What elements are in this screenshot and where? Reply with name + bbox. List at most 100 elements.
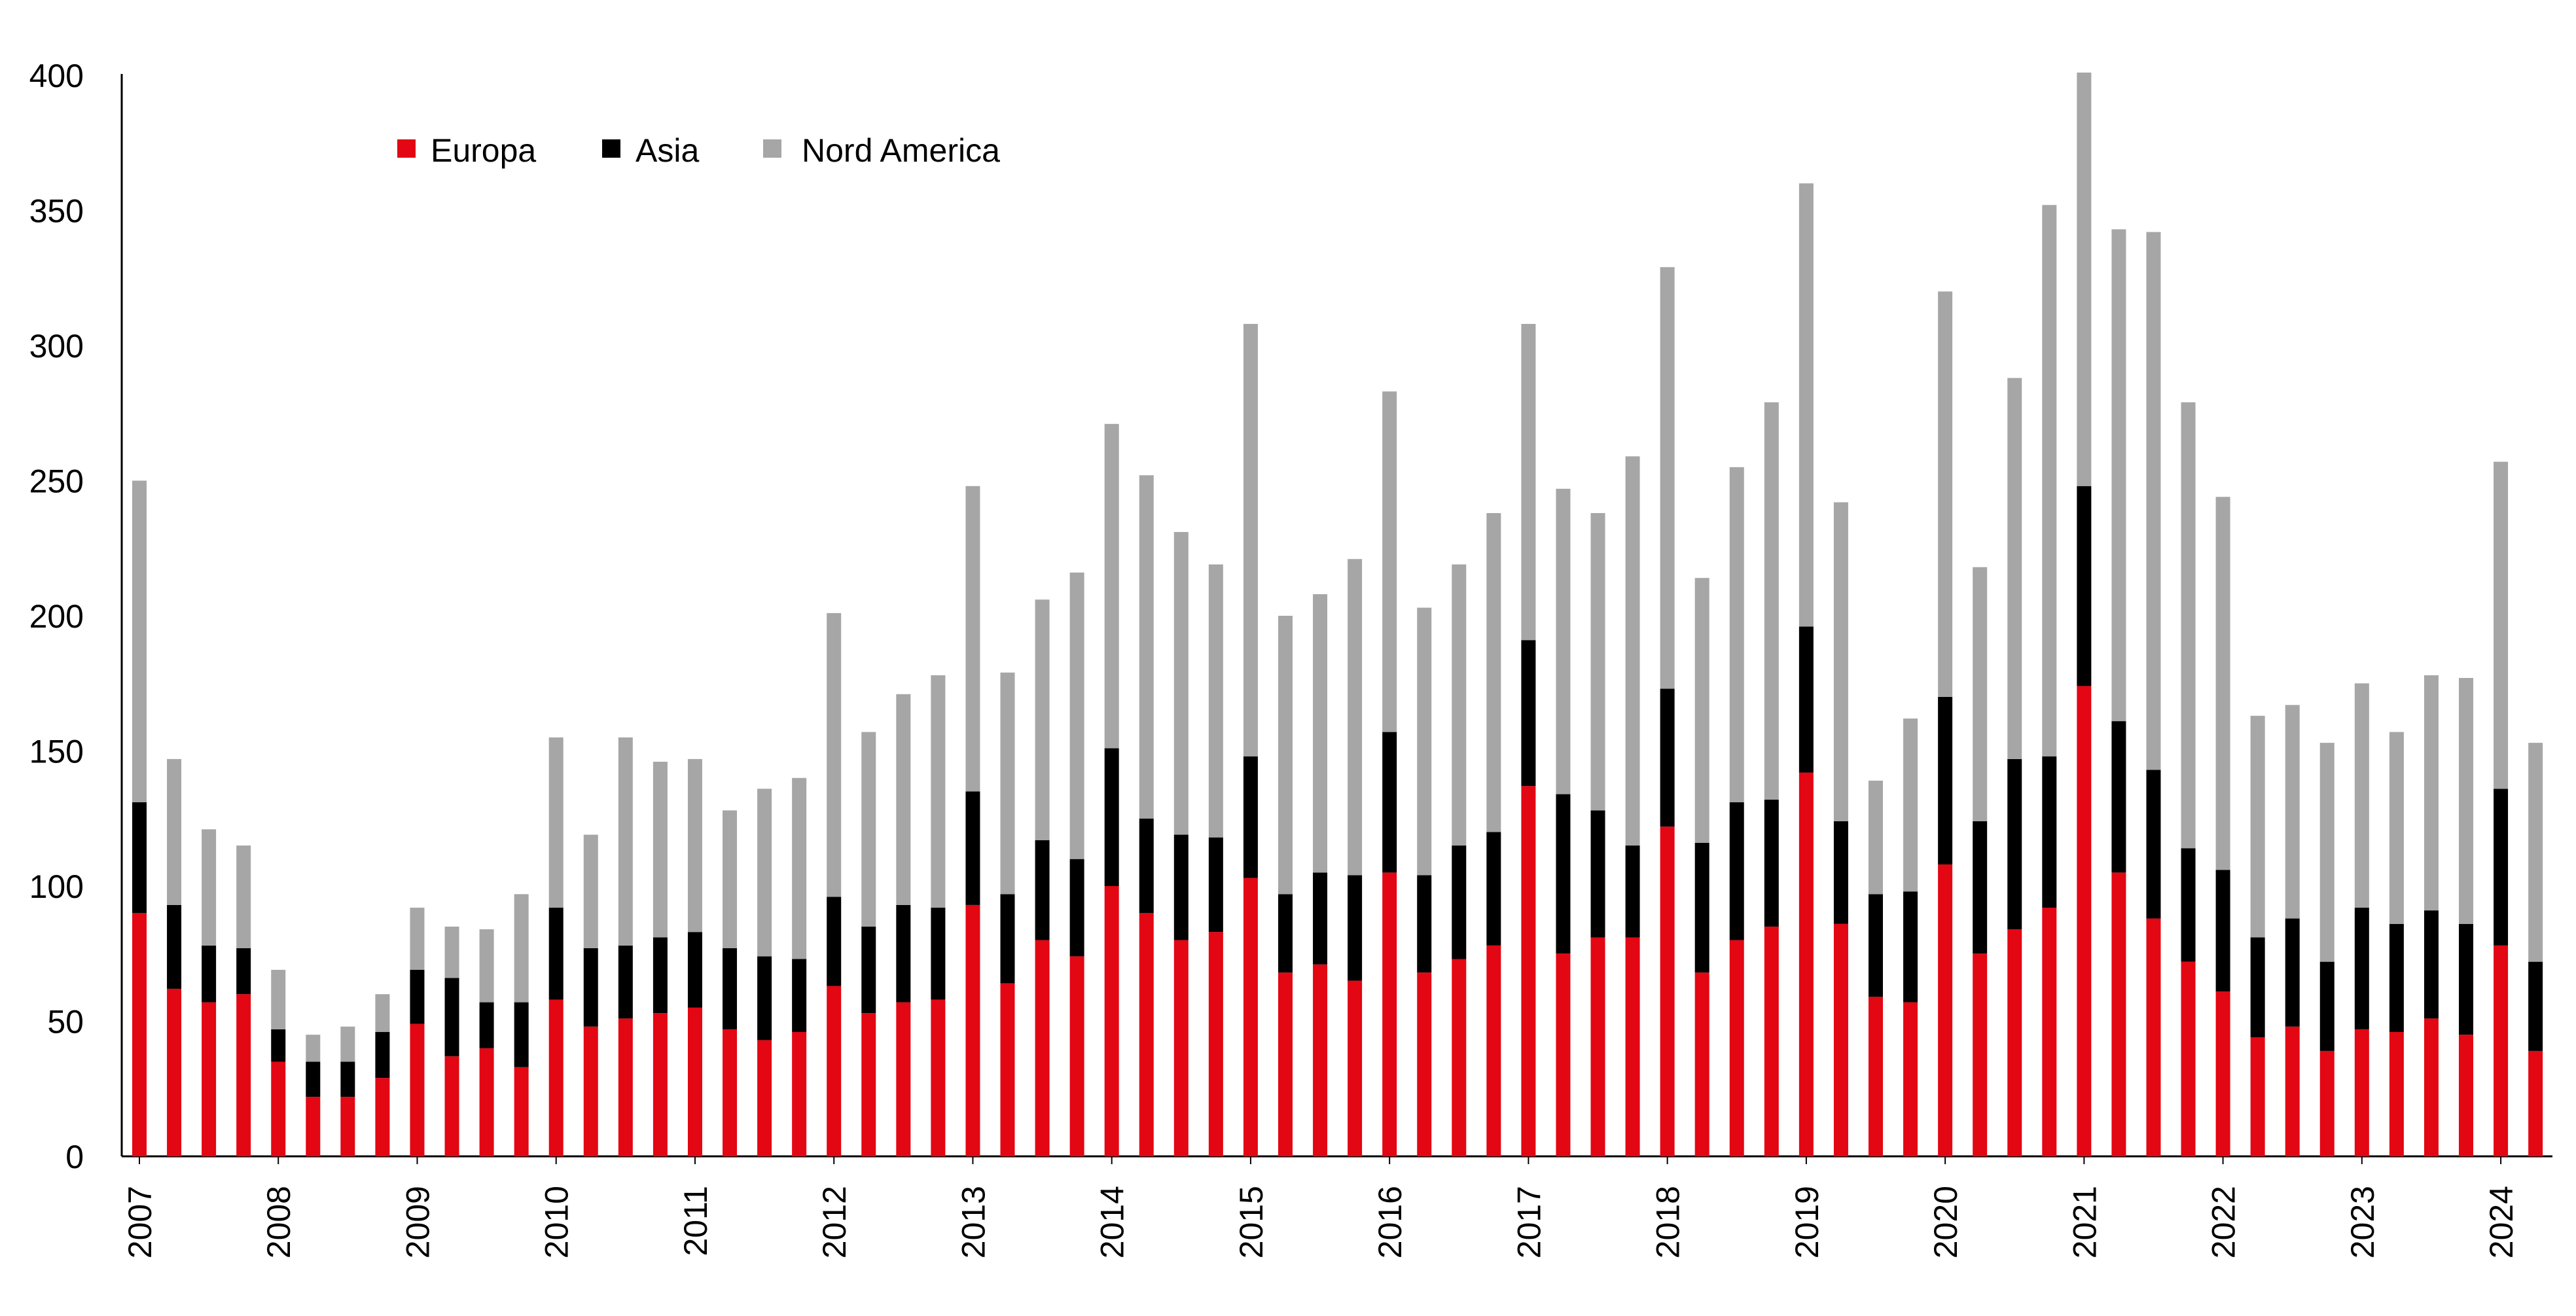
bar-nord-america (2007, 378, 2022, 759)
bar-europa (514, 1067, 529, 1156)
bar-asia (827, 897, 842, 986)
bar-nord-america (132, 480, 147, 802)
bar-asia (444, 978, 459, 1057)
bar-asia (1521, 640, 1536, 787)
bar-asia (583, 948, 598, 1027)
bar-nord-america (410, 908, 425, 970)
bar-asia (2007, 758, 2022, 930)
legend-label-asia: Asia (635, 132, 699, 169)
bar-europa (861, 1013, 876, 1156)
bar-europa (896, 1002, 911, 1156)
bar-europa (1903, 1002, 1918, 1156)
bar-nord-america (2042, 205, 2057, 756)
bar-europa (618, 1018, 633, 1156)
bar-nord-america (2111, 229, 2126, 722)
legend-label-nord-america: Nord America (802, 132, 1000, 169)
bar-asia (618, 945, 633, 1019)
y-tick-label: 150 (29, 734, 84, 770)
bar-nord-america (1590, 513, 1605, 811)
bar-europa (1104, 886, 1119, 1156)
bar-europa (1486, 945, 1501, 1156)
bar-europa (965, 904, 980, 1156)
bar-nord-america (618, 737, 633, 946)
y-tick-label: 350 (29, 193, 84, 230)
bar-nord-america (653, 762, 668, 938)
bar-europa (827, 986, 842, 1156)
bar-europa (1590, 937, 1605, 1156)
bar-asia (1729, 802, 1744, 940)
bar-nord-america (757, 789, 772, 957)
bar-nord-america (1798, 183, 1814, 627)
bar-asia (167, 904, 182, 989)
bar-europa (1208, 932, 1223, 1156)
bar-asia (965, 791, 980, 905)
bar-nord-america (2077, 72, 2092, 486)
bar-europa (1139, 913, 1154, 1156)
bar-asia (2494, 789, 2509, 946)
bar-asia (653, 937, 668, 1014)
y-tick-label: 250 (29, 463, 84, 500)
bar-nord-america (1486, 513, 1501, 832)
bar-asia (2146, 770, 2161, 919)
bar-asia (931, 908, 946, 1000)
y-tick-label: 0 (65, 1139, 84, 1175)
bar-asia (1069, 859, 1084, 957)
bar-europa (2459, 1035, 2474, 1156)
bar-nord-america (687, 758, 702, 933)
bar-asia (1869, 894, 1883, 997)
bar-europa (236, 994, 251, 1156)
bar-europa (132, 913, 147, 1156)
bar-europa (2215, 991, 2230, 1156)
bar-nord-america (271, 970, 286, 1029)
bar-nord-america (1973, 567, 1988, 821)
bar-nord-america (306, 1035, 321, 1062)
bar-asia (1417, 875, 1432, 973)
bar-europa (444, 1056, 459, 1156)
bar-asia (1000, 894, 1015, 984)
y-tick-label: 400 (29, 58, 84, 94)
bar-asia (1973, 821, 1988, 954)
bar-asia (1104, 748, 1119, 886)
bar-nord-america (2424, 675, 2439, 911)
bar-nord-america (1035, 599, 1050, 840)
bar-europa (2250, 1037, 2265, 1156)
bar-europa (2077, 686, 2092, 1156)
bar-nord-america (2528, 743, 2543, 962)
bar-europa (583, 1026, 598, 1156)
bar-nord-america (1869, 780, 1883, 895)
bar-europa (1348, 980, 1363, 1156)
bar-europa (167, 988, 182, 1156)
bar-asia (2319, 961, 2334, 1051)
bar-asia (306, 1061, 321, 1097)
bar-nord-america (1382, 391, 1397, 732)
bar-nord-america (1660, 267, 1675, 689)
bar-nord-america (1139, 475, 1154, 819)
bar-europa (723, 1029, 738, 1156)
bar-nord-america (1417, 607, 1432, 876)
bar-europa (2111, 872, 2126, 1156)
bar-nord-america (236, 845, 251, 948)
x-tick-label: 2011 (677, 1186, 714, 1256)
x-tick-label: 2019 (1789, 1186, 1825, 1258)
bar-asia (1938, 696, 1953, 864)
x-tick-label: 2023 (2344, 1186, 2381, 1258)
bar-asia (2250, 937, 2265, 1038)
bar-asia (2389, 923, 2404, 1033)
bar-europa (1521, 786, 1536, 1156)
bar-europa (1764, 926, 1779, 1156)
bar-asia (514, 1002, 529, 1067)
bar-nord-america (202, 829, 217, 946)
bar-europa (757, 1040, 772, 1156)
bar-asia (2285, 918, 2300, 1027)
bar-europa (1035, 940, 1050, 1156)
bar-asia (2042, 756, 2057, 908)
bar-nord-america (340, 1026, 355, 1062)
bar-nord-america (1278, 616, 1293, 895)
bar-europa (1452, 959, 1467, 1156)
bar-europa (375, 1078, 390, 1156)
bar-asia (479, 1002, 494, 1048)
bar-europa (271, 1061, 286, 1156)
y-tick-label: 50 (47, 1004, 84, 1040)
y-tick-label: 300 (29, 328, 84, 365)
